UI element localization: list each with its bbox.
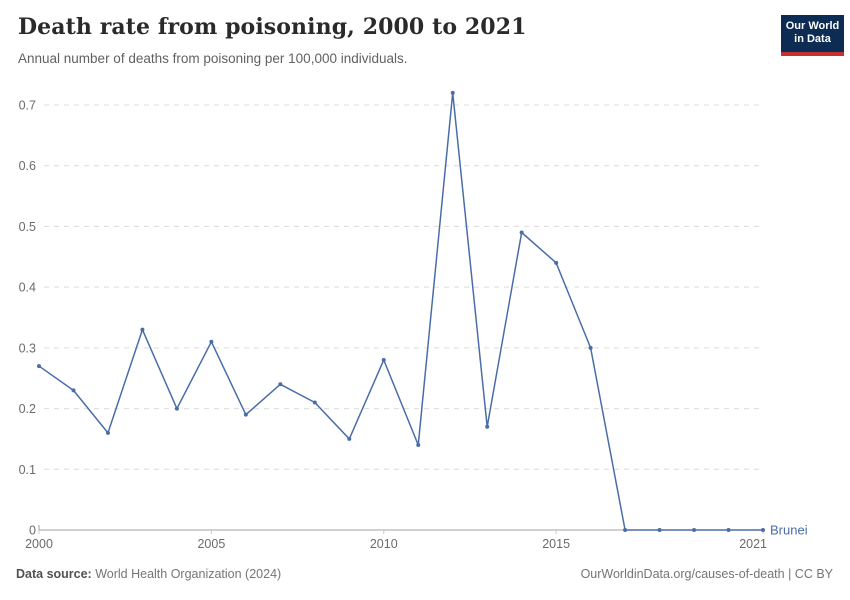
y-tick-label: 0.1 xyxy=(19,463,36,477)
data-point[interactable] xyxy=(243,412,248,417)
data-point[interactable] xyxy=(174,406,179,411)
owid-logo[interactable]: Our World in Data xyxy=(781,15,844,56)
owid-logo-stripe xyxy=(781,51,844,56)
data-source-value: World Health Organization (2024) xyxy=(91,567,282,581)
y-tick-label: 0 xyxy=(29,524,36,538)
data-point[interactable] xyxy=(105,430,110,435)
chart-subtitle: Annual number of deaths from poisoning p… xyxy=(18,51,408,66)
data-point[interactable] xyxy=(726,528,731,532)
chart-footer: Data source: World Health Organization (… xyxy=(16,567,833,581)
data-point[interactable] xyxy=(71,388,76,393)
data-source-label: Data source: xyxy=(16,567,92,581)
owid-logo-line2: in Data xyxy=(794,33,831,46)
x-tick-label: 2010 xyxy=(370,537,398,551)
y-tick-label: 0.4 xyxy=(19,281,36,295)
data-point[interactable] xyxy=(381,358,386,362)
data-point[interactable] xyxy=(692,528,697,532)
line-chart: 0 0.1 0.2 0.3 0.4 0.5 0.6 0.7 2000 2005 2010 2015 20… xyxy=(19,90,808,551)
data-point[interactable] xyxy=(519,230,524,235)
y-tick-label: 0.3 xyxy=(19,341,36,355)
data-point[interactable] xyxy=(485,424,490,429)
owid-logo-line1: Our World xyxy=(785,19,840,32)
data-point[interactable] xyxy=(312,400,317,405)
series-label[interactable]: Brunei xyxy=(770,523,808,538)
x-tick-label: 2000 xyxy=(25,537,53,551)
license-credit[interactable]: OurWorldinData.org/causes-of-death | CC … xyxy=(580,567,833,581)
data-point[interactable] xyxy=(209,339,214,344)
data-point[interactable] xyxy=(450,90,455,95)
y-tick-label: 0.2 xyxy=(19,402,36,416)
y-tick-label: 0.6 xyxy=(19,159,36,173)
data-point[interactable] xyxy=(347,436,352,441)
data-point[interactable] xyxy=(416,443,421,447)
x-tick-label: 2015 xyxy=(542,537,570,551)
data-point[interactable] xyxy=(588,345,593,350)
owid-logo-text: Our World in Data xyxy=(781,15,844,52)
x-tick-label: 2021 xyxy=(739,537,767,551)
data-point[interactable] xyxy=(554,260,559,265)
data-point[interactable] xyxy=(37,364,41,369)
data-point[interactable] xyxy=(761,528,765,532)
data-line xyxy=(38,92,764,531)
data-point[interactable] xyxy=(140,327,145,332)
y-tick-label: 0.5 xyxy=(19,220,36,234)
data-source: Data source: World Health Organization (… xyxy=(16,567,281,581)
x-tick-label: 2005 xyxy=(197,537,225,551)
page-title: Death rate from poisoning, 2000 to 2021 xyxy=(18,14,527,40)
data-point[interactable] xyxy=(278,382,283,387)
y-tick-label: 0.7 xyxy=(19,99,36,113)
data-point[interactable] xyxy=(657,528,662,532)
data-point[interactable] xyxy=(623,528,628,532)
